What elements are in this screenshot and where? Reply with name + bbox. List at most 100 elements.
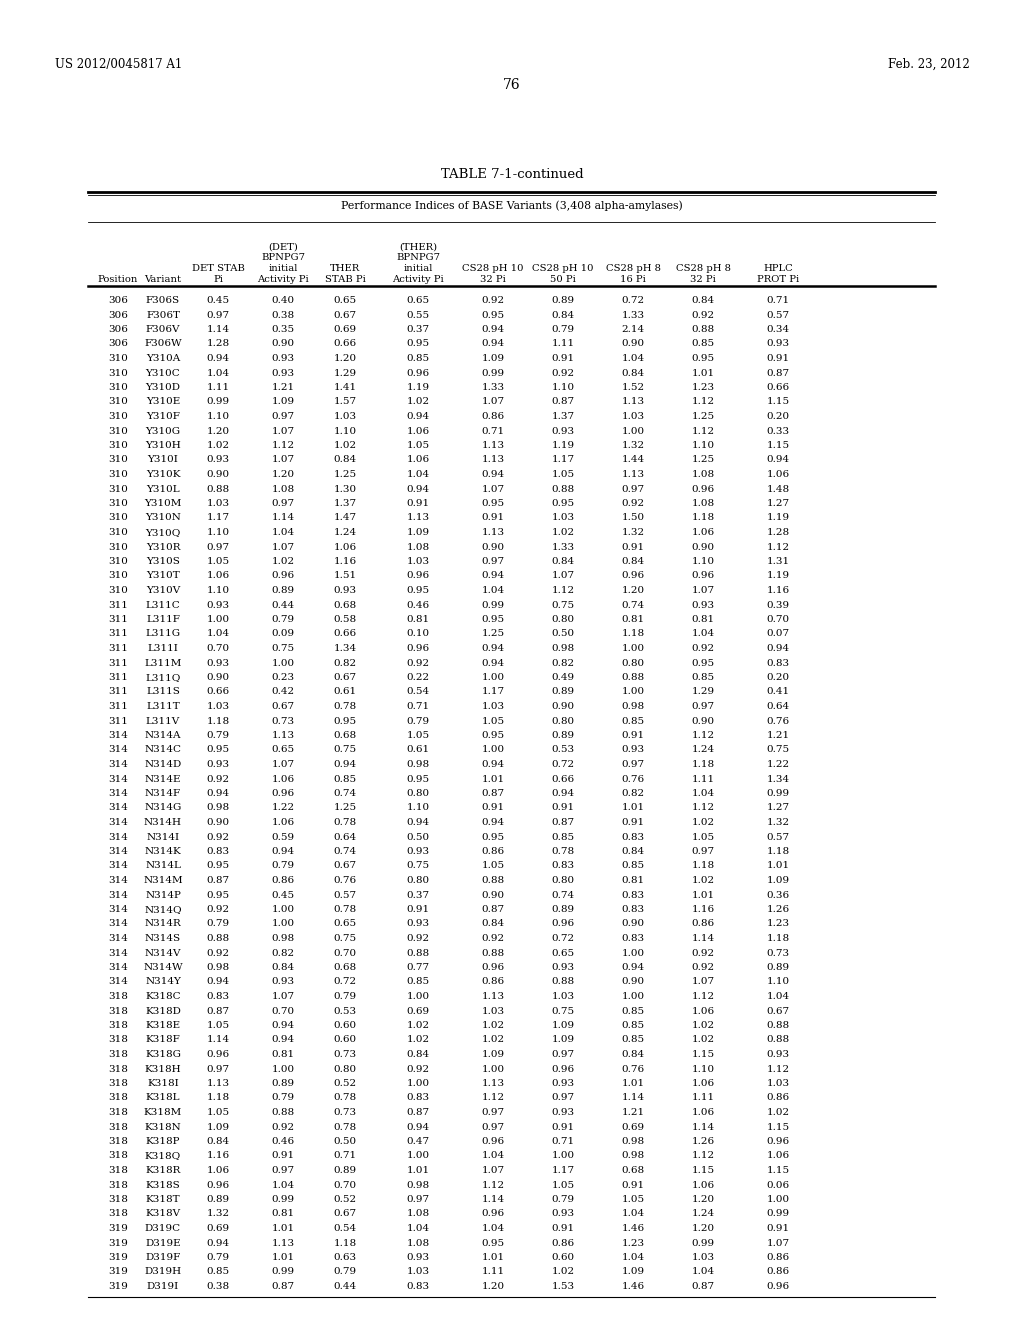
Text: 311: 311 — [109, 673, 128, 682]
Text: 0.84: 0.84 — [622, 368, 644, 378]
Text: 0.74: 0.74 — [334, 789, 356, 799]
Text: 1.07: 1.07 — [271, 426, 295, 436]
Text: K318R: K318R — [145, 1166, 180, 1175]
Text: 1.48: 1.48 — [766, 484, 790, 494]
Text: 0.95: 0.95 — [207, 746, 229, 755]
Text: 0.79: 0.79 — [334, 1267, 356, 1276]
Text: 0.79: 0.79 — [334, 993, 356, 1001]
Text: 0.67: 0.67 — [334, 673, 356, 682]
Text: 0.71: 0.71 — [334, 1151, 356, 1160]
Text: 0.65: 0.65 — [271, 746, 295, 755]
Text: 0.83: 0.83 — [622, 891, 644, 899]
Text: 0.93: 0.93 — [622, 746, 644, 755]
Text: 0.39: 0.39 — [766, 601, 790, 610]
Text: 1.22: 1.22 — [766, 760, 790, 770]
Text: N314S: N314S — [145, 935, 181, 942]
Text: L311G: L311G — [145, 630, 180, 639]
Text: 1.07: 1.07 — [481, 397, 505, 407]
Text: 0.46: 0.46 — [271, 1137, 295, 1146]
Text: 1.07: 1.07 — [271, 760, 295, 770]
Text: 0.92: 0.92 — [691, 310, 715, 319]
Text: 0.70: 0.70 — [334, 1180, 356, 1189]
Text: 0.84: 0.84 — [271, 964, 295, 972]
Text: 0.87: 0.87 — [766, 368, 790, 378]
Text: 1.16: 1.16 — [207, 1151, 229, 1160]
Text: 1.22: 1.22 — [271, 804, 295, 813]
Text: 310: 310 — [109, 368, 128, 378]
Text: 311: 311 — [109, 615, 128, 624]
Text: 0.94: 0.94 — [481, 339, 505, 348]
Text: 0.97: 0.97 — [552, 1093, 574, 1102]
Text: 0.66: 0.66 — [207, 688, 229, 697]
Text: 1.14: 1.14 — [207, 325, 229, 334]
Text: 318: 318 — [109, 1020, 128, 1030]
Text: 0.97: 0.97 — [271, 1166, 295, 1175]
Text: 0.98: 0.98 — [622, 702, 644, 711]
Text: 314: 314 — [109, 760, 128, 770]
Text: 1.06: 1.06 — [691, 1006, 715, 1015]
Text: 0.90: 0.90 — [271, 339, 295, 348]
Text: 0.86: 0.86 — [766, 1253, 790, 1262]
Text: Position: Position — [98, 275, 138, 284]
Text: 0.75: 0.75 — [334, 746, 356, 755]
Text: 0.85: 0.85 — [691, 673, 715, 682]
Text: 318: 318 — [109, 1078, 128, 1088]
Text: 0.93: 0.93 — [766, 339, 790, 348]
Text: 0.98: 0.98 — [271, 935, 295, 942]
Text: 318: 318 — [109, 1166, 128, 1175]
Text: 0.80: 0.80 — [407, 789, 429, 799]
Text: 1.02: 1.02 — [207, 441, 229, 450]
Text: 318: 318 — [109, 1180, 128, 1189]
Text: 0.91: 0.91 — [766, 1224, 790, 1233]
Text: 0.83: 0.83 — [622, 833, 644, 842]
Text: 1.09: 1.09 — [481, 354, 505, 363]
Text: 0.54: 0.54 — [334, 1224, 356, 1233]
Text: 0.80: 0.80 — [552, 876, 574, 884]
Text: 1.32: 1.32 — [622, 528, 644, 537]
Text: 1.02: 1.02 — [552, 1267, 574, 1276]
Text: 0.84: 0.84 — [334, 455, 356, 465]
Text: 1.04: 1.04 — [271, 528, 295, 537]
Text: 1.52: 1.52 — [622, 383, 644, 392]
Text: 1.15: 1.15 — [691, 1049, 715, 1059]
Text: 0.93: 0.93 — [552, 426, 574, 436]
Text: 0.84: 0.84 — [552, 310, 574, 319]
Text: 0.45: 0.45 — [271, 891, 295, 899]
Text: 1.13: 1.13 — [481, 528, 505, 537]
Text: 0.86: 0.86 — [481, 847, 505, 855]
Text: 0.90: 0.90 — [622, 339, 644, 348]
Text: 1.06: 1.06 — [271, 818, 295, 828]
Text: 0.78: 0.78 — [552, 847, 574, 855]
Text: 306: 306 — [109, 339, 128, 348]
Text: 314: 314 — [109, 789, 128, 799]
Text: L311F: L311F — [146, 615, 180, 624]
Text: 310: 310 — [109, 557, 128, 566]
Text: 1.03: 1.03 — [766, 1078, 790, 1088]
Text: 0.93: 0.93 — [552, 1107, 574, 1117]
Text: 318: 318 — [109, 993, 128, 1001]
Text: 0.70: 0.70 — [334, 949, 356, 957]
Text: 0.38: 0.38 — [207, 1282, 229, 1291]
Text: 1.00: 1.00 — [622, 426, 644, 436]
Text: 1.03: 1.03 — [481, 1006, 505, 1015]
Text: 0.91: 0.91 — [271, 1151, 295, 1160]
Text: Y310K: Y310K — [145, 470, 180, 479]
Text: 0.57: 0.57 — [766, 310, 790, 319]
Text: 0.46: 0.46 — [407, 601, 429, 610]
Text: 0.78: 0.78 — [334, 1122, 356, 1131]
Text: 1.15: 1.15 — [691, 1166, 715, 1175]
Text: 318: 318 — [109, 1035, 128, 1044]
Text: 0.92: 0.92 — [207, 833, 229, 842]
Text: 1.04: 1.04 — [407, 470, 429, 479]
Text: 0.93: 0.93 — [207, 760, 229, 770]
Text: 318: 318 — [109, 1195, 128, 1204]
Text: 1.05: 1.05 — [481, 862, 505, 870]
Text: Y310T: Y310T — [146, 572, 180, 581]
Text: 0.99: 0.99 — [766, 789, 790, 799]
Text: 1.13: 1.13 — [622, 397, 644, 407]
Text: 1.02: 1.02 — [691, 1020, 715, 1030]
Text: K318Q: K318Q — [144, 1151, 181, 1160]
Text: 0.36: 0.36 — [766, 891, 790, 899]
Text: 0.88: 0.88 — [407, 949, 429, 957]
Text: 0.79: 0.79 — [271, 862, 295, 870]
